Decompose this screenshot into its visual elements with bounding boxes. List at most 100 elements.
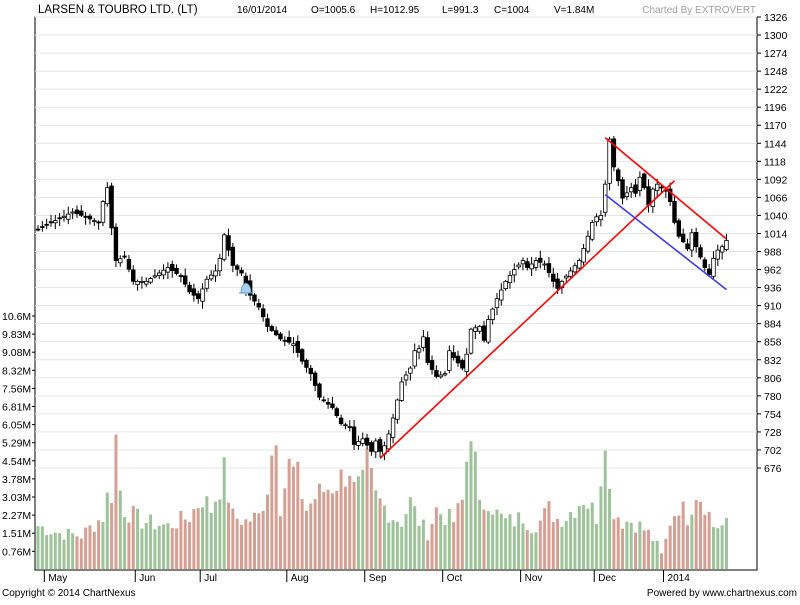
- volume-bar: [430, 523, 434, 569]
- x-tick-label: Oct: [447, 573, 463, 584]
- volume-bar: [278, 516, 282, 569]
- volume-bar: [348, 475, 352, 569]
- volume-bar: [149, 514, 153, 569]
- volume-bar: [313, 499, 317, 569]
- volume-bar: [227, 502, 231, 569]
- price-tick-label: 754: [764, 409, 782, 421]
- candle-body: [654, 183, 660, 192]
- candle-body: [152, 275, 158, 278]
- volume-bar: [248, 521, 252, 569]
- volume-tick-label: 5.29M: [2, 438, 31, 450]
- candle-body: [70, 211, 75, 214]
- volume-bar: [257, 513, 261, 569]
- volume-bar: [694, 500, 698, 569]
- volume-bar: [309, 503, 313, 569]
- candle-body: [594, 216, 599, 223]
- candle-body: [312, 372, 318, 386]
- candle-body: [429, 360, 435, 370]
- candle-body: [161, 269, 166, 276]
- candle-body: [581, 247, 586, 263]
- volume-tick-label: 0.76M: [2, 546, 31, 558]
- volume-bar: [326, 489, 330, 569]
- candle-body: [40, 226, 45, 228]
- volume-bar: [647, 529, 651, 569]
- volume-bar: [287, 458, 291, 569]
- volume-bar: [404, 514, 408, 569]
- candle-body: [542, 263, 547, 266]
- volume-bar: [660, 553, 664, 569]
- candle-body: [607, 138, 612, 184]
- candle-body: [477, 326, 482, 332]
- candle-body: [525, 261, 530, 268]
- x-tick-label: May: [48, 573, 67, 584]
- charted-by: Charted By EXTROVERT: [642, 5, 756, 16]
- candle-body: [178, 275, 184, 277]
- volume-bar: [711, 527, 715, 569]
- volume-bar: [677, 515, 681, 569]
- volume-tick-label: 9.08M: [2, 347, 31, 359]
- volume-bar: [356, 476, 360, 569]
- volume-bar: [49, 534, 53, 569]
- candle-body: [260, 308, 266, 318]
- candle-body: [399, 381, 404, 401]
- volume-bar: [317, 483, 321, 569]
- candle-body: [269, 326, 275, 332]
- volume-bar: [443, 525, 447, 569]
- volume-bar: [114, 434, 118, 569]
- bell-icon[interactable]: [239, 282, 253, 297]
- candle-body: [711, 258, 716, 277]
- candle-body: [481, 325, 487, 341]
- candle-body: [659, 186, 664, 189]
- candle-body: [109, 185, 114, 229]
- volume-bar: [534, 532, 538, 569]
- candle-body: [698, 247, 703, 258]
- volume-bar: [92, 531, 96, 569]
- volume-bar: [62, 539, 66, 569]
- volume-bar: [495, 509, 499, 569]
- volume-bar: [274, 445, 278, 569]
- volume-bar: [599, 486, 603, 569]
- volume-bar: [201, 507, 205, 569]
- candle-body: [183, 275, 188, 285]
- volume-bar: [244, 519, 248, 569]
- volume-bar: [547, 501, 551, 569]
- volume-bar: [673, 516, 677, 569]
- candle-body: [421, 336, 426, 348]
- candle-body: [724, 240, 729, 250]
- volume-tick-label: 8.32M: [2, 365, 31, 377]
- candle-body: [325, 401, 331, 405]
- x-tick-label: Dec: [598, 573, 616, 584]
- candle-body: [486, 319, 491, 343]
- candle-body: [533, 260, 539, 268]
- candle-body: [286, 336, 292, 343]
- volume-bar: [655, 541, 659, 569]
- volume-bar: [391, 520, 395, 569]
- candle-body: [53, 220, 58, 224]
- volume-bar: [84, 527, 88, 569]
- candle-body: [706, 268, 712, 275]
- candle-body: [386, 433, 391, 450]
- volume-bar: [651, 541, 655, 569]
- volume-tick-label: 3.78M: [2, 474, 31, 486]
- candle-body: [61, 215, 67, 218]
- volume-bar: [504, 518, 508, 569]
- volume-bar: [123, 517, 127, 569]
- candle-body: [208, 274, 214, 280]
- volume-bar: [291, 466, 295, 569]
- candle-body: [390, 417, 396, 438]
- candle-body: [455, 355, 461, 364]
- volume-bar: [525, 530, 529, 569]
- candle-body: [516, 264, 521, 268]
- volume-bar: [322, 491, 326, 569]
- volume-bar: [170, 528, 174, 569]
- candle-body: [572, 265, 578, 273]
- candle-body: [291, 343, 296, 347]
- volume-bar: [543, 508, 547, 569]
- grid: [35, 16, 757, 469]
- volume-bar: [400, 526, 404, 569]
- volume-bar: [188, 522, 192, 569]
- candlesticks: [35, 135, 729, 461]
- candle-body: [650, 188, 656, 208]
